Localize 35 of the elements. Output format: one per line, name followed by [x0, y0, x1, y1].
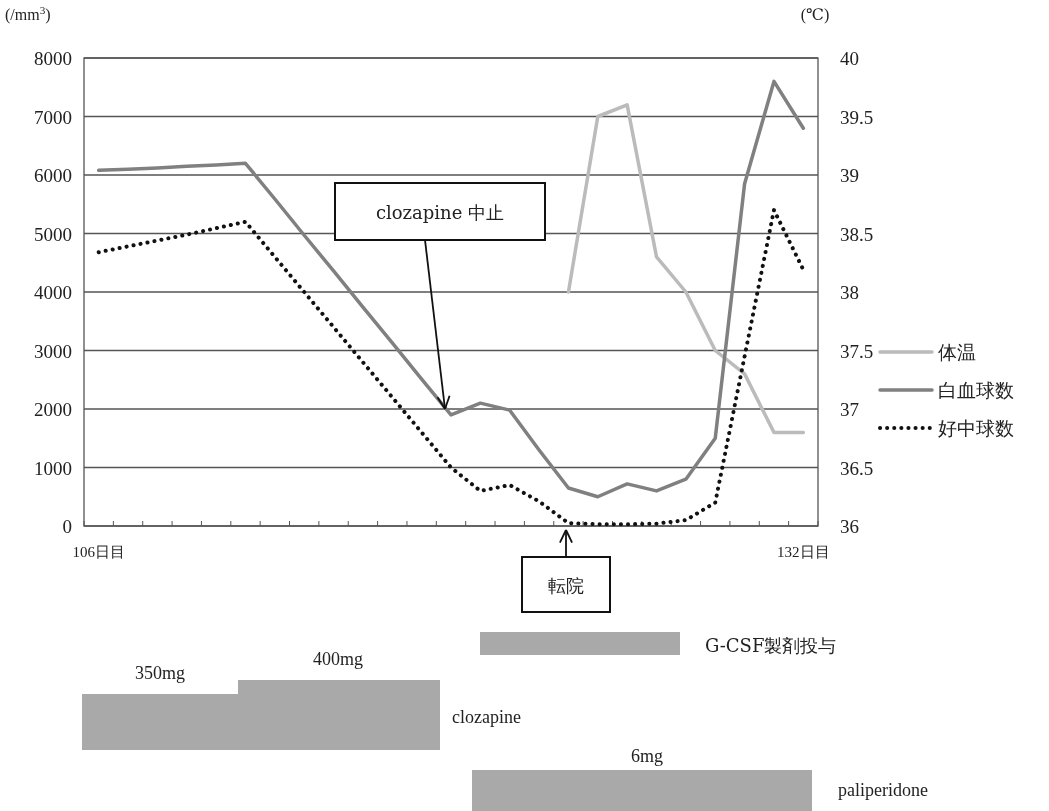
y-tick-label: 1000: [34, 457, 72, 479]
x-tick-label: 132日目: [777, 544, 830, 560]
text: paliperidone: [838, 780, 928, 800]
text: 400mg: [312, 649, 364, 669]
text: G-CSF製剤投与: [705, 635, 837, 656]
y2-tick-label: 37.5: [840, 340, 874, 362]
legend-label: 体温: [938, 341, 976, 363]
y-tick-label: 7000: [34, 106, 72, 128]
y-tick-label: 3000: [34, 340, 72, 362]
annotation: clozapine 中止: [375, 201, 505, 223]
y-tick-label: 0: [62, 516, 72, 537]
y2-tick-label: 39: [840, 165, 859, 186]
text: 転院: [548, 574, 584, 596]
legend-label: 白血球数: [938, 379, 1014, 401]
y-tick-label: 8000: [34, 48, 72, 69]
y2-tick-label: 39.5: [840, 106, 874, 128]
y2-tick-label: 36.5: [840, 457, 874, 479]
y-tick-label: 5000: [34, 223, 72, 245]
y-tick-label: 2000: [34, 399, 72, 420]
x-tick-label: 106日目: [72, 544, 125, 560]
y2-axis-title: (℃): [800, 6, 830, 24]
y-tick-label: 6000: [34, 165, 72, 186]
y2-tick-label: 40: [840, 48, 859, 69]
y2-tick-label: 38: [840, 282, 859, 303]
y2-tick-label: 38.5: [840, 223, 874, 245]
y2-tick-label: 36: [840, 516, 859, 537]
text: 350mg: [134, 663, 186, 683]
text: 6mg: [630, 746, 664, 766]
legend-label: 好中球数: [938, 417, 1014, 439]
y-axis-title: (/mm$^{3}$): [5, 4, 51, 24]
y-tick-label: 4000: [34, 282, 72, 303]
line-series: [566, 103, 806, 435]
text: clozapine: [452, 707, 521, 727]
y2-tick-label: 37: [840, 399, 859, 420]
line-series: [96, 79, 806, 499]
